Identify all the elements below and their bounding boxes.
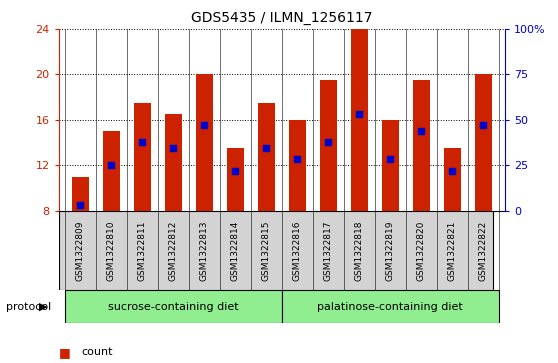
- Text: protocol: protocol: [6, 302, 51, 312]
- Bar: [165, 114, 182, 211]
- Text: GSM1322814: GSM1322814: [231, 220, 240, 281]
- Text: GSM1322815: GSM1322815: [262, 220, 271, 281]
- Bar: [475, 74, 492, 211]
- Text: GSM1322813: GSM1322813: [200, 220, 209, 281]
- Point: [138, 140, 147, 146]
- Text: ■: ■: [59, 346, 70, 359]
- Point: [107, 162, 116, 168]
- FancyBboxPatch shape: [65, 290, 282, 323]
- Text: GSM1322821: GSM1322821: [448, 220, 457, 281]
- Point: [479, 123, 488, 129]
- Bar: [196, 74, 213, 211]
- Point: [324, 140, 333, 146]
- Text: ▶: ▶: [39, 302, 47, 312]
- Point: [448, 168, 457, 174]
- FancyBboxPatch shape: [282, 290, 499, 323]
- Bar: [382, 120, 399, 211]
- Point: [169, 145, 178, 151]
- Text: sucrose-containing diet: sucrose-containing diet: [108, 302, 239, 312]
- Point: [417, 128, 426, 134]
- Text: GSM1322809: GSM1322809: [76, 220, 85, 281]
- Text: count: count: [81, 347, 112, 357]
- Text: GSM1322810: GSM1322810: [107, 220, 116, 281]
- Text: GSM1322816: GSM1322816: [293, 220, 302, 281]
- Text: GSM1322812: GSM1322812: [169, 220, 178, 281]
- Bar: [320, 80, 337, 211]
- FancyBboxPatch shape: [59, 211, 493, 290]
- Point: [293, 156, 302, 162]
- Text: GSM1322818: GSM1322818: [355, 220, 364, 281]
- Point: [231, 168, 240, 174]
- Bar: [413, 80, 430, 211]
- Point: [355, 111, 364, 117]
- Point: [76, 202, 85, 208]
- Bar: [444, 148, 461, 211]
- Text: GSM1322822: GSM1322822: [479, 220, 488, 281]
- Bar: [134, 103, 151, 211]
- Text: GSM1322811: GSM1322811: [138, 220, 147, 281]
- Point: [200, 123, 209, 129]
- Point: [262, 145, 271, 151]
- Point: [386, 156, 395, 162]
- Bar: [227, 148, 244, 211]
- Title: GDS5435 / ILMN_1256117: GDS5435 / ILMN_1256117: [191, 11, 373, 25]
- Text: GSM1322817: GSM1322817: [324, 220, 333, 281]
- Bar: [72, 176, 89, 211]
- Bar: [351, 29, 368, 211]
- Bar: [289, 120, 306, 211]
- Text: palatinose-containing diet: palatinose-containing diet: [318, 302, 463, 312]
- Bar: [258, 103, 275, 211]
- Text: GSM1322820: GSM1322820: [417, 220, 426, 281]
- Bar: [103, 131, 120, 211]
- Text: GSM1322819: GSM1322819: [386, 220, 395, 281]
